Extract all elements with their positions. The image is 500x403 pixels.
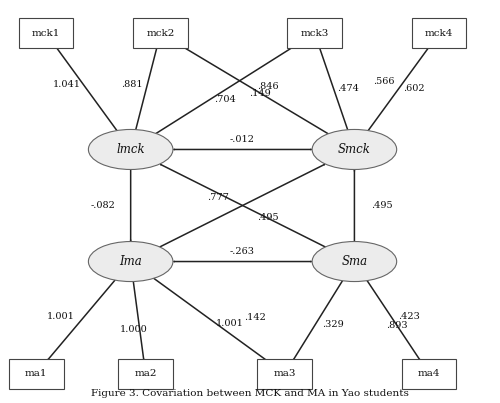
Ellipse shape — [312, 241, 396, 282]
FancyBboxPatch shape — [402, 359, 456, 388]
Text: lmck: lmck — [116, 143, 145, 156]
Text: .495: .495 — [256, 213, 278, 222]
Text: Smck: Smck — [338, 143, 371, 156]
Text: .142: .142 — [244, 313, 266, 322]
Text: .149: .149 — [249, 89, 271, 98]
Text: mck2: mck2 — [146, 29, 174, 38]
Text: .893: .893 — [386, 321, 407, 330]
FancyBboxPatch shape — [258, 359, 312, 388]
Text: .704: .704 — [214, 96, 236, 104]
Text: ma2: ma2 — [134, 369, 157, 378]
Text: mck3: mck3 — [300, 29, 329, 38]
Text: -.082: -.082 — [91, 201, 116, 210]
Text: 1.001: 1.001 — [216, 319, 244, 328]
Text: .846: .846 — [257, 81, 278, 91]
Text: 1.000: 1.000 — [120, 324, 148, 334]
FancyBboxPatch shape — [288, 19, 342, 48]
Text: .602: .602 — [403, 84, 424, 93]
Text: mck1: mck1 — [32, 29, 60, 38]
Text: .423: .423 — [398, 312, 419, 321]
Ellipse shape — [88, 129, 173, 170]
FancyBboxPatch shape — [19, 19, 74, 48]
Text: mck4: mck4 — [425, 29, 453, 38]
Text: .495: .495 — [371, 201, 392, 210]
Text: .329: .329 — [322, 320, 344, 329]
Ellipse shape — [312, 129, 396, 170]
Text: Ima: Ima — [120, 255, 142, 268]
Text: .474: .474 — [338, 83, 359, 93]
Text: .566: .566 — [374, 77, 395, 86]
Text: .881: .881 — [120, 79, 142, 89]
Text: 1.001: 1.001 — [48, 312, 75, 321]
Text: ma4: ma4 — [418, 369, 440, 378]
FancyBboxPatch shape — [118, 359, 173, 388]
Text: Figure 3. Covariation between MCK and MA in Yao students: Figure 3. Covariation between MCK and MA… — [91, 388, 409, 398]
Text: -.012: -.012 — [230, 135, 255, 144]
Text: ma3: ma3 — [274, 369, 296, 378]
Ellipse shape — [88, 241, 173, 282]
Text: ma1: ma1 — [25, 369, 48, 378]
Text: .777: .777 — [206, 193, 229, 202]
FancyBboxPatch shape — [412, 19, 467, 48]
Text: -.263: -.263 — [230, 247, 255, 256]
Text: 1.041: 1.041 — [52, 80, 80, 89]
FancyBboxPatch shape — [133, 19, 188, 48]
FancyBboxPatch shape — [9, 359, 64, 388]
Text: Sma: Sma — [342, 255, 367, 268]
